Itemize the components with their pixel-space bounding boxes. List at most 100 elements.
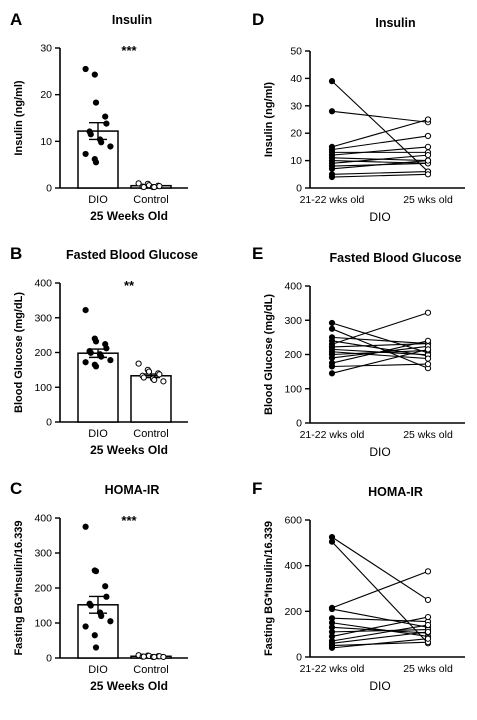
data-point-dio <box>91 632 98 639</box>
data-point-before <box>328 165 336 172</box>
pair-line <box>331 629 429 633</box>
x-tick-label: 21-22 wks old <box>300 429 365 441</box>
panel-c: C HOMA-IR 0 100 200 300 400 Fasting BG*Insulin/… <box>10 479 188 693</box>
y-tick-label: 300 <box>284 315 302 327</box>
x-tick-label: 21-22 wks old <box>300 663 365 675</box>
y-tick-label: 400 <box>34 278 52 290</box>
pair-line <box>331 617 429 623</box>
data-point-before <box>328 319 336 327</box>
chart-title: HOMA-IR <box>368 485 423 499</box>
y-tick-label: 0 <box>46 183 52 195</box>
data-point-dio <box>82 359 89 366</box>
x-tick-label: DIO <box>88 194 108 206</box>
data-point-after <box>424 152 432 159</box>
y-tick-label: 400 <box>284 281 302 293</box>
x-axis-label: 25 Weeks Old <box>90 679 168 693</box>
x-tick-label: Control <box>133 428 168 440</box>
y-tick-label: 0 <box>46 653 52 665</box>
data-point-control <box>160 378 167 385</box>
pair-line <box>331 631 429 644</box>
chart-title: Insulin <box>112 13 152 27</box>
pair-line <box>331 638 429 649</box>
pair-line <box>331 570 429 609</box>
pair-line <box>331 118 429 148</box>
data-point-dio <box>92 159 100 166</box>
data-point-dio <box>92 338 100 345</box>
data-point-dio <box>102 583 109 590</box>
data-point-dio <box>103 593 110 600</box>
y-tick-label: 300 <box>34 548 52 560</box>
y-axis-label: Insulin (ng/ml) <box>13 80 25 155</box>
panel-letter: E <box>252 244 263 263</box>
pair-line <box>331 160 429 170</box>
pair-line <box>331 541 429 644</box>
chart-title: Fasted Blood Glucose <box>330 251 462 265</box>
data-point-dio <box>92 644 100 651</box>
data-point-before <box>328 78 336 85</box>
pair-line <box>331 173 429 178</box>
data-point-dio <box>103 120 110 127</box>
y-tick-label: 0 <box>296 418 302 430</box>
data-point-after <box>424 116 432 123</box>
data-point-dio <box>87 602 94 609</box>
data-point-after <box>424 309 432 316</box>
data-point-after <box>424 157 432 164</box>
data-point-control <box>156 183 163 190</box>
panel-letter: F <box>252 479 262 498</box>
data-point-after <box>424 613 432 621</box>
data-point-before <box>328 370 336 377</box>
y-tick-label: 200 <box>34 347 52 359</box>
data-point-before <box>328 354 336 362</box>
pair-line <box>331 146 429 156</box>
data-point-before <box>328 605 336 613</box>
y-tick-label: 400 <box>284 560 302 572</box>
data-point-dio <box>82 65 89 73</box>
y-tick-label: 30 <box>40 43 52 55</box>
data-point-before <box>328 173 336 181</box>
data-point-dio <box>107 357 114 364</box>
data-point-after <box>424 171 432 178</box>
panel-letter: D <box>252 10 264 29</box>
data-point-dio <box>92 363 100 370</box>
pair-line <box>331 363 429 368</box>
data-point-dio <box>103 345 110 352</box>
panel-letter: B <box>10 244 22 263</box>
x-axis-label: DIO <box>369 679 390 693</box>
pair-line <box>331 340 429 364</box>
data-point-before <box>328 325 336 332</box>
y-tick-label: 0 <box>296 652 302 664</box>
data-point-dio <box>82 523 89 530</box>
data-point-control <box>160 653 167 661</box>
y-tick-label: 200 <box>34 583 52 595</box>
y-axis-label: Fasting BG*Insulin/16.339 <box>263 521 275 656</box>
x-axis-label: 25 Weeks Old <box>90 443 168 457</box>
y-tick-label: 100 <box>34 618 52 630</box>
data-point-after <box>424 568 432 575</box>
y-tick-label: 10 <box>40 136 52 148</box>
data-point-control <box>145 368 153 375</box>
data-point-dio <box>91 71 98 78</box>
data-point-dio <box>102 113 109 120</box>
x-tick-label: Control <box>133 194 168 206</box>
y-tick-label: 200 <box>284 349 302 361</box>
y-tick-label: 10 <box>290 155 302 167</box>
y-axis-label: Fasting BG*Insulin/16.339 <box>13 520 25 655</box>
pair-line <box>331 110 429 123</box>
data-point-control <box>151 653 158 661</box>
data-point-dio <box>87 349 94 356</box>
data-point-after <box>424 355 432 362</box>
data-point-control <box>151 183 158 191</box>
significance-marker: *** <box>121 43 137 58</box>
y-axis-label: Blood Glucose (mg/dL) <box>13 292 25 413</box>
x-tick-label: 25 wks old <box>403 429 453 441</box>
y-tick-label: 100 <box>284 383 302 395</box>
panel-letter: A <box>10 10 22 29</box>
data-point-dio <box>87 131 94 138</box>
pair-line <box>331 626 429 634</box>
data-point-dio <box>98 139 105 146</box>
panel-a: A Insulin 0 10 20 30 Insulin (ng/ml) DIO Control… <box>10 10 188 223</box>
y-tick-label: 40 <box>290 73 302 85</box>
data-point-after <box>424 132 432 140</box>
x-tick-label: 21-22 wks old <box>300 194 365 206</box>
